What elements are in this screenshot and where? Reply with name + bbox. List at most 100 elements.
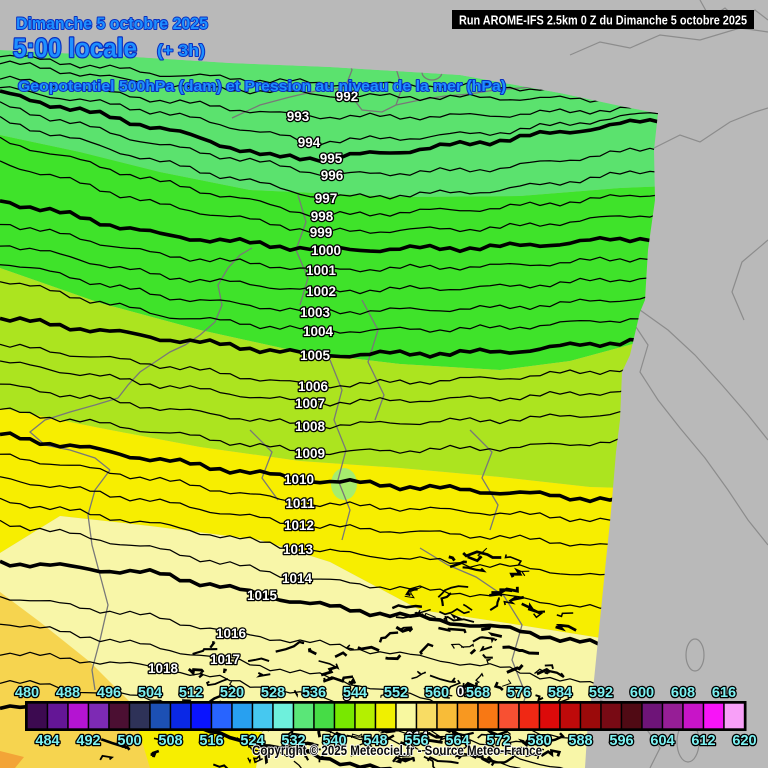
terrain-noise-stroke <box>335 747 346 753</box>
terrain-noise-stroke <box>479 645 493 652</box>
scale-label-504: 504 <box>138 685 162 701</box>
terrain-noise-stroke <box>247 746 270 753</box>
terrain-noise-stroke <box>378 631 399 643</box>
isobar-label-1005: 1005 <box>300 348 331 363</box>
scale-swatch-560 <box>436 702 459 730</box>
terrain-noise-stroke <box>228 681 236 689</box>
terrain-noise-stroke <box>304 755 310 761</box>
terrain-noise-stroke <box>391 604 423 610</box>
terrain-noise-stroke <box>80 737 89 747</box>
terrain-noise-stroke <box>121 743 132 748</box>
terrain-noise-stroke <box>385 654 402 661</box>
terrain-noise-stroke <box>463 681 478 689</box>
terrain-noise-stroke <box>459 685 467 693</box>
terrain-noise-stroke <box>538 748 545 753</box>
terrain-noise-stroke <box>486 755 496 764</box>
terrain-noise-stroke <box>405 587 418 597</box>
scale-label-528: 528 <box>261 685 285 701</box>
isobar-label-1004: 1004 <box>303 324 334 339</box>
run-info-text: Run AROME-IFS 2.5km 0 Z du Dimanche 5 oc… <box>459 14 747 28</box>
terrain-noise-stroke <box>517 738 530 748</box>
copyright-text: Copyright © 2025 Meteociel.fr - Source M… <box>252 742 542 758</box>
scale-label-564: 564 <box>445 733 469 749</box>
terrain-noise-stroke <box>540 748 562 758</box>
terrain-noise-stroke <box>395 748 412 758</box>
terrain-noise-stroke <box>472 636 495 644</box>
coastline <box>361 299 385 421</box>
scale-swatch-596 <box>620 702 643 730</box>
terrain-noise-stroke <box>337 744 342 749</box>
terrain-noise-stroke <box>438 626 467 634</box>
terrain-noise-stroke <box>320 665 339 677</box>
terrain-noise-stroke <box>429 674 457 683</box>
forecast-offset-label: (+ 3h) <box>157 41 205 60</box>
terrain-noise-stroke <box>400 626 413 631</box>
scale-label-596: 596 <box>609 733 633 749</box>
scale-swatch-488 <box>67 702 90 730</box>
coastline <box>117 321 216 399</box>
terrain-noise-stroke <box>411 671 427 680</box>
terrain-noise-stroke <box>345 644 354 651</box>
terrain-noise-stroke <box>334 651 348 658</box>
terrain-noise-stroke <box>99 754 114 761</box>
terrain-noise-stroke <box>556 612 574 618</box>
scale-label-604: 604 <box>650 733 674 749</box>
scale-label-576: 576 <box>507 685 531 701</box>
scale-swatch-580 <box>538 702 561 730</box>
isobar-label-998: 998 <box>311 209 334 224</box>
terrain-noise-stroke <box>212 763 234 768</box>
terrain-noise-stroke <box>541 732 565 748</box>
isobar-label-994: 994 <box>298 135 321 150</box>
terrain-noise-stroke <box>444 615 448 622</box>
terrain-noise-stroke <box>248 733 255 740</box>
scale-label-508: 508 <box>158 733 182 749</box>
terrain-noise-stroke <box>453 730 467 742</box>
map-title: Geopotentiel 500hPa (dam) et Pression au… <box>18 78 506 95</box>
terrain-noise-stroke <box>437 585 469 598</box>
scale-swatch-556 <box>415 702 438 730</box>
isobar-label-1000: 1000 <box>311 243 341 258</box>
isobar-label-1011: 1011 <box>285 496 315 511</box>
terrain-noise-stroke <box>533 738 539 747</box>
scale-swatch-516 <box>210 702 233 730</box>
terrain-noise-stroke <box>153 736 165 741</box>
scale-label-492: 492 <box>76 733 100 749</box>
scale-swatch-496 <box>108 702 131 730</box>
terrain-noise-stroke <box>469 648 477 655</box>
terrain-noise-stroke <box>275 640 305 653</box>
scale-swatch-540 <box>333 702 356 730</box>
isobar-label-1016: 1016 <box>216 626 247 641</box>
terrain-noise-stroke <box>350 747 365 757</box>
isobar-1000-bold <box>0 199 658 254</box>
terrain-noise-stroke <box>414 608 431 615</box>
scale-label-548: 548 <box>363 733 387 749</box>
terrain-noise-stroke <box>454 755 462 760</box>
scale-label-584: 584 <box>548 685 572 701</box>
terrain-noise-stroke <box>472 752 491 764</box>
coastline <box>469 429 499 531</box>
scale-swatch-616 <box>723 702 746 730</box>
isobar-label-1018: 1018 <box>148 661 179 676</box>
scale-swatch-480 <box>26 702 49 730</box>
scale-label-516: 516 <box>199 733 223 749</box>
scale-swatch-528 <box>272 702 295 730</box>
terrain-noise-stroke <box>464 683 471 688</box>
isobar-label-995: 995 <box>320 151 343 166</box>
terrain-noise-stroke <box>509 567 523 578</box>
local-time-label: 5:00 locale <box>13 33 137 63</box>
isobar-1004 <box>0 281 658 334</box>
coastline <box>214 247 253 323</box>
isobar-label-992: 992 <box>336 89 359 104</box>
scale-label-620: 620 <box>732 733 756 749</box>
isobar-995-bold <box>0 89 658 163</box>
terrain-noise-stroke <box>450 643 465 649</box>
isobar-1002 <box>0 245 658 295</box>
terrain-noise-stroke <box>547 669 565 678</box>
isobar-label-1014: 1014 <box>282 571 313 586</box>
terrain-noise-stroke <box>456 740 470 750</box>
terrain-noise-stroke <box>100 738 131 751</box>
scale-label-500: 500 <box>117 733 141 749</box>
date-label: Dimanche 5 octobre 2025 <box>16 14 208 33</box>
isobar-label-1013: 1013 <box>283 542 314 557</box>
